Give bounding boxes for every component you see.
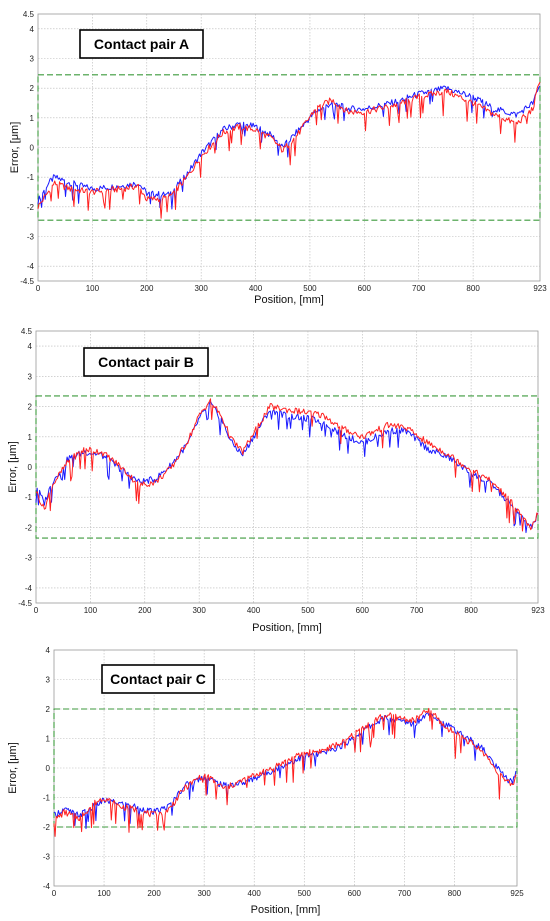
chart-title: Contact pair C: [110, 671, 206, 687]
chart-title-box: [83, 347, 209, 377]
x-tick-label: 300: [192, 606, 206, 615]
chart-title-box: [101, 664, 215, 694]
series-line-2: [53, 707, 517, 837]
y-tick-label: 0: [30, 144, 35, 153]
y-tick-label: 2: [28, 403, 33, 412]
tolerance-band: [53, 708, 518, 828]
x-tick-label: 600: [348, 889, 362, 898]
y-tick-label: -1: [25, 493, 33, 502]
y-tick-label: 3: [46, 676, 51, 685]
x-tick-label: 400: [249, 284, 263, 293]
x-tick-label: 200: [147, 889, 161, 898]
y-tick-label: -4: [43, 882, 51, 891]
x-tick-label: 100: [84, 606, 98, 615]
y-tick-label: 4: [46, 646, 51, 655]
y-tick-label: -4: [27, 262, 35, 271]
x-tick-label: 600: [356, 606, 370, 615]
x-axis-label: Position, [mm]: [251, 904, 321, 916]
x-tick-label: 500: [301, 606, 315, 615]
x-axis-label: Position, [mm]: [254, 294, 324, 306]
y-tick-label: 3: [30, 55, 35, 64]
tolerance-band: [35, 395, 539, 539]
x-tick-label: 400: [248, 889, 262, 898]
y-tick-label: -2: [27, 203, 35, 212]
series-line-2: [35, 398, 539, 532]
x-tick-label: 500: [303, 284, 317, 293]
y-tick-label: 1: [30, 114, 35, 123]
y-tick-label: 4: [30, 25, 35, 34]
chart-panel-2: 0 100 200 300 400 500 600 700 800 925 4 3 2 1 0 -1 -2 -3 -…: [7, 646, 524, 916]
x-tick-label: 0: [36, 284, 41, 293]
y-tick-label: -2: [43, 823, 51, 832]
y-tick-label: -1: [43, 794, 51, 803]
y-axis-label: Error, [μm]: [7, 742, 19, 794]
x-tick-label: 100: [86, 284, 100, 293]
x-tick-label: 800: [464, 606, 478, 615]
y-tick-label: 3: [28, 372, 33, 381]
x-tick-label: 925: [510, 889, 524, 898]
x-tick-label: 500: [298, 889, 312, 898]
x-tick-label: 300: [194, 284, 208, 293]
x-tick-label: 400: [247, 606, 261, 615]
y-tick-label: 4: [28, 342, 33, 351]
chart-title: Contact pair B: [98, 354, 194, 370]
y-tick-label: 0: [28, 463, 33, 472]
x-tick-label: 800: [448, 889, 462, 898]
x-tick-label: 700: [398, 889, 412, 898]
y-tick-label: -4.5: [18, 599, 32, 608]
y-tick-label: 2: [46, 705, 51, 714]
y-axis-label: Error, [μm]: [9, 122, 21, 174]
x-tick-label: 100: [97, 889, 111, 898]
x-axis-label: Position, [mm]: [252, 622, 322, 634]
x-tick-label: 0: [52, 889, 57, 898]
series-line-2: [37, 81, 541, 219]
y-axis-label: Error, [μm]: [7, 441, 19, 493]
x-tick-label: 700: [410, 606, 424, 615]
y-tick-label: 4.5: [21, 327, 33, 336]
y-tick-label: 1: [28, 433, 33, 442]
y-tick-label: -3: [27, 233, 35, 242]
y-tick-label: -2: [25, 523, 33, 532]
x-tick-label: 600: [358, 284, 372, 293]
y-tick-label: 2: [30, 84, 35, 93]
x-tick-label: 800: [466, 284, 480, 293]
chart-title: Contact pair A: [94, 36, 189, 52]
y-tick-label: -4.5: [20, 277, 34, 286]
x-tick-label: 923: [533, 284, 547, 293]
y-tick-label: -4: [25, 584, 33, 593]
x-tick-label: 700: [412, 284, 426, 293]
chart-title-box: [79, 29, 204, 59]
series-line-1: [37, 85, 541, 210]
y-tick-label: -1: [27, 173, 35, 182]
x-tick-label: 300: [197, 889, 211, 898]
chart-panel-1: 0 100 200 300 400 500 600 700 800 923 4.5 4 3 2 1 0 -1 -2…: [7, 327, 545, 634]
y-tick-label: -3: [25, 554, 33, 563]
x-tick-label: 0: [34, 606, 39, 615]
y-tick-label: 4.5: [23, 10, 35, 19]
x-tick-label: 200: [140, 284, 154, 293]
chart-panel-0: 0 100 200 300 400 500 600 700 800 923 4.5 4 3 2 1 0 -1 -2…: [9, 10, 547, 306]
x-tick-label: 923: [531, 606, 545, 615]
y-tick-label: -3: [43, 853, 51, 862]
x-tick-label: 200: [138, 606, 152, 615]
y-tick-label: 0: [46, 764, 51, 773]
y-tick-label: 1: [46, 735, 51, 744]
